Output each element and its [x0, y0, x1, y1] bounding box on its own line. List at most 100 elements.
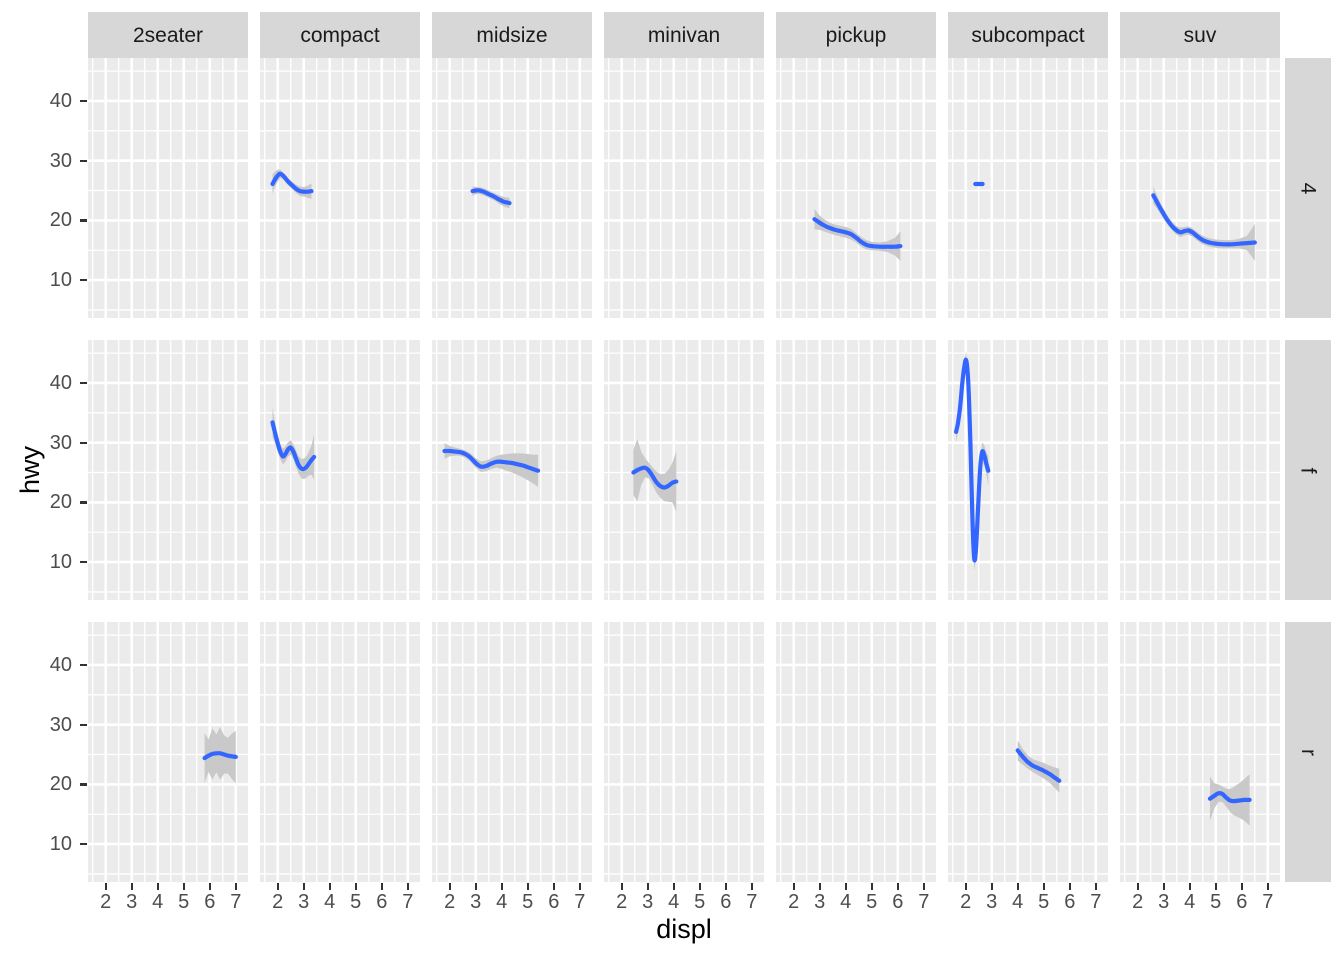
facet-column-label: minivan: [647, 23, 721, 47]
y-tick-mark: [80, 723, 87, 726]
x-tick-mark: [698, 883, 701, 890]
panel-4-2seater: [88, 58, 248, 318]
x-tick-mark: [818, 883, 821, 890]
facet-column-strip-midsize: midsize: [432, 12, 592, 58]
x-tick-mark: [552, 883, 555, 890]
x-tick-mark: [896, 883, 899, 890]
x-tick-label: 4: [324, 891, 336, 913]
x-tick-mark: [526, 883, 529, 890]
x-tick-mark: [922, 883, 925, 890]
x-tick-label: 2: [788, 891, 800, 913]
facet-column-label: 2seater: [132, 23, 204, 47]
panel-4-suv: [1120, 58, 1280, 318]
x-tick-mark: [1042, 883, 1045, 890]
x-tick-label: 2: [444, 891, 456, 913]
smooth-line: [1151, 193, 1257, 247]
y-tick-mark: [80, 441, 87, 444]
facet-column-label: pickup: [825, 23, 887, 47]
x-tick-mark: [1162, 883, 1165, 890]
x-tick-label: 5: [178, 891, 190, 913]
facet-column-strip-2seater: 2seater: [88, 12, 248, 58]
x-tick-label: 7: [918, 891, 930, 913]
panel-4-subcompact: [948, 58, 1108, 318]
x-tick-mark: [1094, 883, 1097, 890]
y-tick-label: 40: [49, 654, 72, 676]
y-tick-label: 20: [49, 209, 72, 232]
y-tick-label: 40: [49, 90, 72, 112]
facet-row-strip-r: r: [1285, 622, 1331, 882]
x-tick-mark: [1068, 883, 1071, 890]
x-tick-label: 4: [840, 891, 852, 913]
panel-4-pickup: [776, 58, 936, 318]
x-tick-label: 6: [1236, 891, 1248, 913]
x-tick-label: 6: [204, 891, 216, 913]
x-tick-label: 2: [1132, 891, 1144, 913]
x-tick-mark: [792, 883, 795, 890]
x-tick-mark: [646, 883, 649, 890]
y-tick-label: 30: [49, 713, 72, 736]
x-tick-mark: [724, 883, 727, 890]
x-tick-label: 3: [814, 891, 826, 913]
x-tick-label: 6: [1064, 891, 1076, 913]
smooth-line: [442, 448, 541, 473]
x-tick-label: 6: [720, 891, 732, 913]
x-axis-title: displ: [656, 914, 712, 944]
x-tick-mark: [182, 883, 185, 890]
x-tick-mark: [406, 883, 409, 890]
y-tick-mark: [80, 842, 87, 846]
x-tick-label: 5: [350, 891, 362, 913]
x-tick-label: 6: [548, 891, 560, 913]
x-tick-label: 3: [298, 891, 310, 913]
facet-column-label: compact: [300, 23, 380, 47]
y-tick-label: 20: [49, 773, 72, 796]
x-tick-mark: [1136, 883, 1139, 890]
x-tick-mark: [302, 883, 305, 890]
x-tick-label: 2: [616, 891, 628, 913]
facet-row-strip-4: 4: [1285, 58, 1331, 318]
x-tick-label: 7: [746, 891, 758, 913]
y-tick-label: 10: [49, 833, 72, 856]
smooth-line: [1207, 791, 1252, 804]
x-tick-mark: [750, 883, 753, 890]
panel-r-minivan: [604, 622, 764, 882]
smooth-line: [954, 357, 991, 563]
x-tick-mark: [474, 883, 477, 890]
x-tick-label: 2: [960, 891, 972, 913]
x-tick-label: 2: [272, 891, 284, 913]
panel-r-subcompact: [948, 622, 1108, 882]
x-tick-mark: [234, 883, 237, 890]
x-tick-mark: [620, 883, 623, 890]
x-tick-mark: [1016, 883, 1019, 890]
panel-f-compact: [260, 340, 420, 600]
facet-column-strip-compact: compact: [260, 12, 420, 58]
panel-f-2seater: [88, 340, 248, 600]
x-tick-mark: [1240, 883, 1243, 890]
x-tick-label: 5: [694, 891, 706, 913]
x-tick-mark: [1266, 883, 1269, 890]
x-tick-mark: [500, 883, 503, 890]
x-tick-label: 5: [866, 891, 878, 913]
smooth-line: [1015, 748, 1062, 783]
x-tick-mark: [328, 883, 331, 890]
panel-r-suv: [1120, 622, 1280, 882]
smooth-line: [270, 171, 314, 194]
y-tick-mark: [80, 501, 87, 504]
panel-r-2seater: [88, 622, 248, 882]
y-tick-mark: [80, 560, 87, 564]
panel-r-compact: [260, 622, 420, 882]
panel-f-subcompact: [948, 340, 1108, 600]
x-tick-label: 3: [470, 891, 482, 913]
x-tick-mark: [578, 883, 581, 890]
x-tick-mark: [104, 883, 107, 890]
y-tick-label: 10: [49, 551, 72, 574]
y-tick-mark: [80, 381, 87, 385]
x-tick-label: 4: [152, 891, 164, 913]
smooth-line: [631, 465, 679, 490]
x-tick-label: 6: [376, 891, 388, 913]
y-tick-label: 10: [49, 269, 72, 292]
panel-f-pickup: [776, 340, 936, 600]
x-tick-mark: [1188, 883, 1191, 890]
x-tick-mark: [448, 883, 451, 890]
confidence-ribbon: [633, 439, 677, 512]
